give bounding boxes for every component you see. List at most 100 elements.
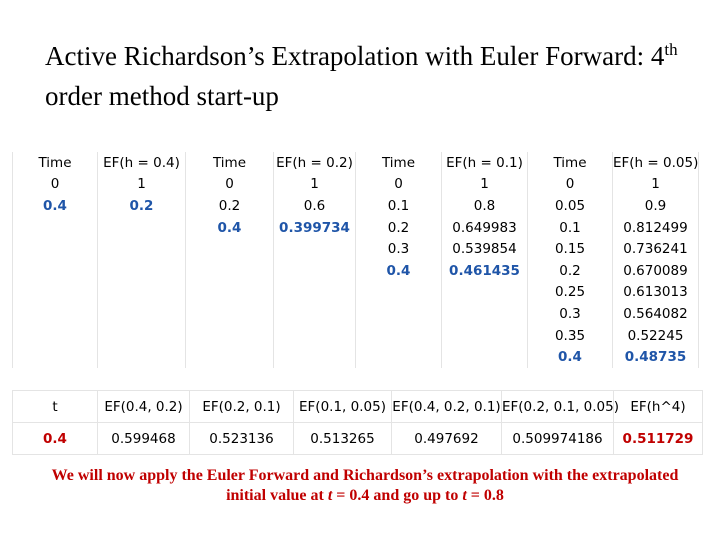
table-row: 0.4 0.2 0.2 0.6 0.1 0.8 0.05 0.9 — [12, 195, 699, 217]
empty-cell — [273, 303, 356, 325]
header-cell: Time — [185, 152, 274, 174]
header-cell: Time — [527, 152, 613, 174]
value-cell: 0.15 — [527, 238, 613, 260]
table-row: 0.35 0.52245 — [12, 324, 699, 347]
extrapolation-table: t EF(0.4, 0.2) EF(0.2, 0.1) EF(0.1, 0.05) EF… — [12, 390, 703, 455]
value-cell: 0.1 — [355, 195, 442, 217]
value-cell: 0 — [185, 173, 274, 196]
table-row: 0.4 0.399734 0.2 0.649983 0.1 0.812499 — [12, 216, 699, 239]
header-cell: EF(0.4, 0.2) — [97, 390, 190, 423]
value-cell: 0.52245 — [612, 324, 699, 347]
empty-cell — [441, 281, 528, 304]
header-row: Time EF(h = 0.4) Time EF(h = 0.2) Time EF(h =… — [12, 152, 699, 174]
empty-cell — [12, 303, 98, 325]
empty-cell — [273, 346, 356, 368]
empty-cell — [185, 346, 274, 368]
table-row: 0.3 0.564082 — [12, 303, 699, 325]
empty-cell — [97, 346, 186, 368]
empty-cell — [12, 346, 98, 368]
value-cell: 0.48735 — [612, 346, 699, 368]
empty-cell — [12, 238, 98, 260]
value-cell: 0 — [527, 173, 613, 196]
empty-cell — [355, 303, 442, 325]
empty-cell — [273, 324, 356, 347]
empty-cell — [12, 281, 98, 304]
slide-title: Active Richardson’s Extrapolation with E… — [45, 36, 685, 116]
footer-text: t — [462, 487, 467, 504]
header-cell: Time — [12, 152, 98, 174]
header-cell: EF(0.1, 0.05) — [293, 390, 392, 423]
table-row: 0.4 0.48735 — [12, 346, 699, 368]
value-cell: 0.511729 — [613, 422, 703, 455]
empty-cell — [97, 324, 186, 347]
value-cell: 0.25 — [527, 281, 613, 304]
empty-cell — [97, 238, 186, 260]
empty-cell — [273, 238, 356, 260]
value-cell: 0.497692 — [391, 422, 502, 455]
value-cell: 0.3 — [355, 238, 442, 260]
footer-text: t — [327, 487, 333, 504]
value-cell: 0.523136 — [189, 422, 294, 455]
empty-cell — [355, 346, 442, 368]
header-cell: EF(0.2, 0.1, 0.05) — [501, 390, 619, 423]
empty-cell — [97, 216, 186, 239]
empty-cell — [97, 303, 186, 325]
euler-table: Time EF(h = 0.4) Time EF(h = 0.2) Time EF(h =… — [12, 152, 699, 368]
value-cell: 0.399734 — [273, 216, 356, 239]
empty-cell — [273, 281, 356, 304]
title-text: order method start-up — [45, 81, 279, 111]
value-cell: 0.736241 — [612, 238, 699, 260]
header-cell: t — [12, 390, 98, 423]
empty-cell — [355, 324, 442, 347]
value-cell: 0 — [355, 173, 442, 196]
value-cell: 0.4 — [355, 259, 442, 282]
value-cell: 0 — [12, 173, 98, 196]
value-cell: 0.539854 — [441, 238, 528, 260]
footer-text: = 0.4 and go up to — [332, 487, 463, 504]
value-cell: 0.6 — [273, 195, 356, 217]
value-cell: 0.649983 — [441, 216, 528, 239]
value-row: 0.4 0.599468 0.523136 0.513265 0.497692 0.509… — [12, 422, 703, 455]
empty-cell — [97, 259, 186, 282]
value-cell: 1 — [441, 173, 528, 196]
value-cell: 0.05 — [527, 195, 613, 217]
footer-text: = 0.8 — [466, 487, 504, 504]
value-cell: 0.4 — [12, 422, 98, 455]
value-cell: 0.564082 — [612, 303, 699, 325]
value-cell: 0.4 — [527, 346, 613, 368]
value-cell: 0.3 — [527, 303, 613, 325]
header-cell: EF(h = 0.2) — [273, 152, 356, 174]
empty-cell — [97, 281, 186, 304]
empty-cell — [185, 324, 274, 347]
value-cell: 0.670089 — [612, 259, 699, 282]
empty-cell — [12, 324, 98, 347]
value-cell: 0.8 — [441, 195, 528, 217]
footer-note: We will now apply the Euler Forward and … — [40, 466, 690, 506]
header-cell: EF(h = 0.05) — [612, 152, 699, 174]
title-text: Active Richardson’s Extrapolation with E… — [45, 41, 665, 71]
value-cell: 0.812499 — [612, 216, 699, 239]
footer-text: We will now apply the Euler Forward and … — [51, 467, 679, 504]
empty-cell — [273, 259, 356, 282]
value-cell: 0.513265 — [293, 422, 392, 455]
value-cell: 0.461435 — [441, 259, 528, 282]
empty-cell — [441, 303, 528, 325]
value-cell: 1 — [273, 173, 356, 196]
value-cell: 0.2 — [355, 216, 442, 239]
header-cell: Time — [355, 152, 442, 174]
header-cell: EF(h = 0.4) — [97, 152, 186, 174]
empty-cell — [185, 281, 274, 304]
empty-cell — [441, 324, 528, 347]
header-cell: EF(h = 0.1) — [441, 152, 528, 174]
value-cell: 1 — [97, 173, 186, 196]
table-row: 0.4 0.461435 0.2 0.670089 — [12, 259, 699, 282]
value-cell: 1 — [612, 173, 699, 196]
value-cell: 0.509974186 — [501, 422, 614, 455]
title-superscript: th — [664, 40, 678, 59]
value-cell: 0.4 — [185, 216, 274, 239]
empty-cell — [12, 216, 98, 239]
value-cell: 0.35 — [527, 324, 613, 347]
value-cell: 0.1 — [527, 216, 613, 239]
value-cell: 0.2 — [97, 195, 186, 217]
